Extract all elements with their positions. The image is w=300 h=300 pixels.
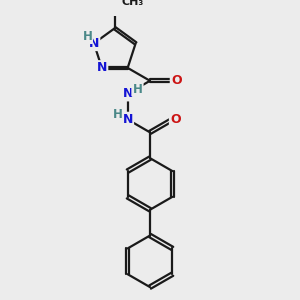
Text: N: N [122,113,133,126]
Text: N: N [97,61,107,74]
Text: H: H [113,108,123,121]
Text: N: N [122,87,133,100]
Text: H: H [82,30,92,44]
Text: O: O [171,74,181,87]
Text: H: H [133,82,142,95]
Text: CH₃: CH₃ [121,0,143,8]
Text: O: O [170,113,181,126]
Text: N: N [89,37,99,50]
